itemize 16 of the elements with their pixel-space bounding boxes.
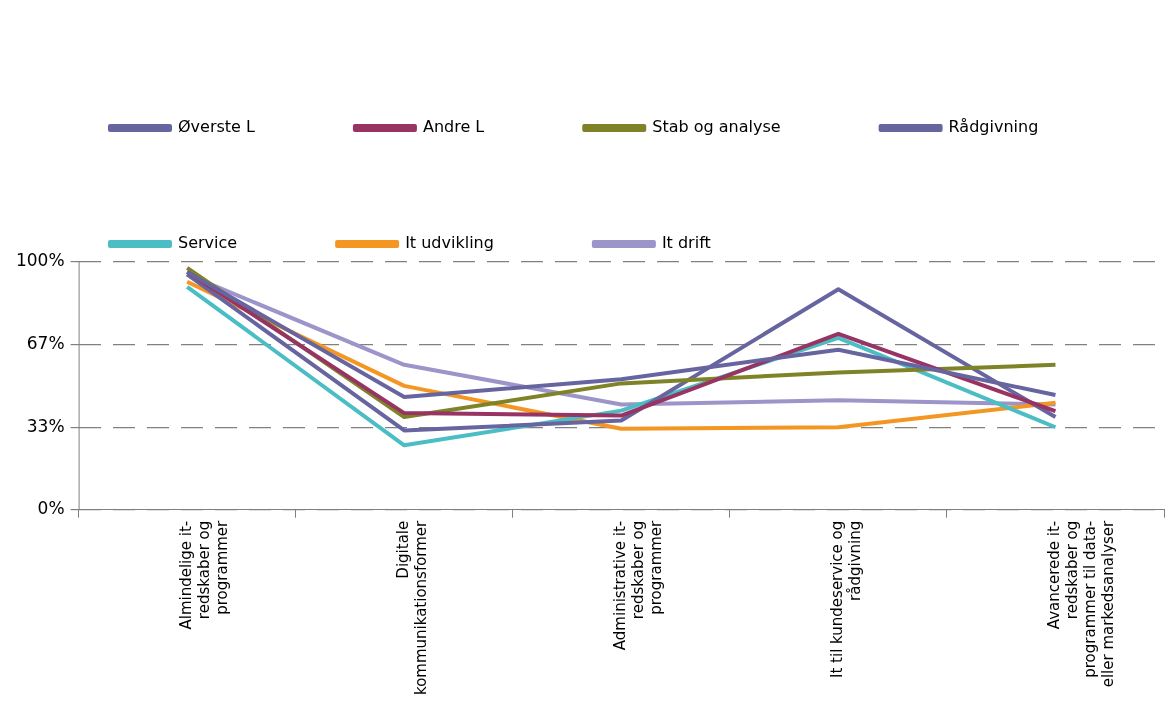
x-tick-label: Administrative it-redskaber og programmer bbox=[611, 519, 666, 651]
legend-label: Service bbox=[178, 233, 238, 253]
legend-label: Andre L bbox=[422, 117, 485, 137]
y-tick-label: 67% bbox=[26, 332, 65, 353]
y-tick-label: 100% bbox=[15, 250, 65, 271]
legend-label: Stab og analyse bbox=[652, 117, 781, 137]
legend-label: It drift bbox=[661, 233, 711, 253]
y-tick-label: 33% bbox=[26, 415, 65, 436]
legend-label: Rådgivning bbox=[948, 117, 1039, 137]
legend-label: Øverste L bbox=[178, 117, 256, 137]
legend-label: It udvikling bbox=[405, 233, 494, 253]
y-tick-label: 0% bbox=[37, 498, 65, 519]
x-tick-label: Avancerede it-redskaber og programmer til data- eller markedsanalyser bbox=[1045, 519, 1118, 693]
x-tick-label: Almindelige it-redskaber og programmer bbox=[177, 519, 232, 630]
x-tick-label: It til kundeservice og rådgivning bbox=[828, 520, 865, 678]
x-tick-label: Digitale kommunikationsformer bbox=[394, 519, 431, 695]
